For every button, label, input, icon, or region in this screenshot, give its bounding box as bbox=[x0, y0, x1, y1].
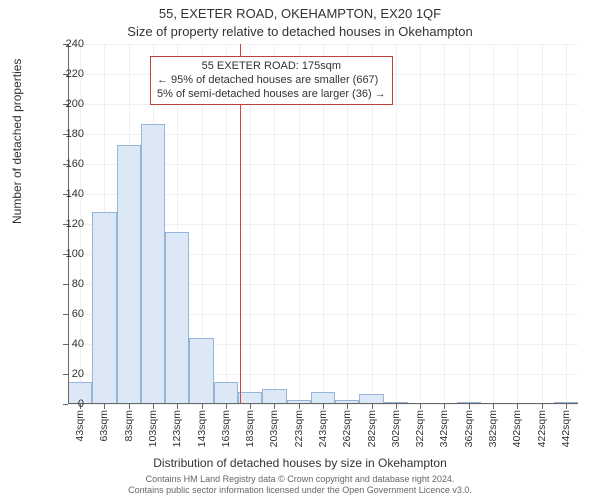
y-tick-label: 180 bbox=[44, 128, 84, 140]
footer-line-1: Contains HM Land Registry data © Crown c… bbox=[0, 474, 600, 485]
gridline-v bbox=[542, 44, 543, 404]
annotation-line-1: 55 EXETER ROAD: 175sqm bbox=[157, 60, 386, 74]
x-tick-label: 63sqm bbox=[98, 410, 110, 442]
y-tick-label: 160 bbox=[44, 158, 84, 170]
x-tick-label: 382sqm bbox=[487, 410, 499, 447]
x-tick-label: 442sqm bbox=[560, 410, 572, 447]
x-tick-mark bbox=[493, 404, 494, 409]
x-tick-mark bbox=[444, 404, 445, 409]
y-tick-label: 20 bbox=[44, 368, 84, 380]
x-tick-mark bbox=[129, 404, 130, 409]
histogram-bar bbox=[165, 232, 189, 405]
histogram-bar bbox=[214, 382, 238, 405]
histogram-bar bbox=[117, 145, 141, 405]
x-tick-label: 322sqm bbox=[414, 410, 426, 447]
x-tick-label: 83sqm bbox=[123, 410, 135, 442]
x-tick-mark bbox=[177, 404, 178, 409]
histogram-bar bbox=[92, 212, 116, 404]
histogram-bar bbox=[189, 338, 213, 404]
x-tick-mark bbox=[396, 404, 397, 409]
x-tick-label: 123sqm bbox=[171, 410, 183, 447]
x-tick-label: 163sqm bbox=[220, 410, 232, 447]
x-tick-label: 262sqm bbox=[341, 410, 353, 447]
x-tick-mark bbox=[469, 404, 470, 409]
x-tick-label: 223sqm bbox=[293, 410, 305, 447]
x-tick-mark bbox=[542, 404, 543, 409]
y-tick-label: 60 bbox=[44, 308, 84, 320]
x-tick-label: 302sqm bbox=[390, 410, 402, 447]
y-tick-label: 140 bbox=[44, 188, 84, 200]
y-tick-label: 40 bbox=[44, 338, 84, 350]
x-tick-mark bbox=[104, 404, 105, 409]
histogram-bar bbox=[262, 389, 286, 404]
x-tick-mark bbox=[372, 404, 373, 409]
x-tick-label: 183sqm bbox=[244, 410, 256, 447]
y-tick-label: 200 bbox=[44, 98, 84, 110]
x-tick-label: 203sqm bbox=[268, 410, 280, 447]
plot-area: 43sqm63sqm83sqm103sqm123sqm143sqm163sqm1… bbox=[68, 44, 578, 404]
y-tick-label: 120 bbox=[44, 218, 84, 230]
x-tick-label: 402sqm bbox=[511, 410, 523, 447]
gridline-v bbox=[469, 44, 470, 404]
gridline-v bbox=[493, 44, 494, 404]
x-tick-label: 103sqm bbox=[147, 410, 159, 447]
annotation-line-3: 5% of semi-detached houses are larger (3… bbox=[157, 88, 386, 102]
x-tick-label: 342sqm bbox=[438, 410, 450, 447]
gridline-v bbox=[566, 44, 567, 404]
x-tick-mark bbox=[299, 404, 300, 409]
y-tick-label: 0 bbox=[44, 398, 84, 410]
x-tick-label: 243sqm bbox=[317, 410, 329, 447]
x-tick-mark bbox=[323, 404, 324, 409]
gridline-v bbox=[396, 44, 397, 404]
x-axis-title: Distribution of detached houses by size … bbox=[0, 456, 600, 470]
chart-container: 55, EXETER ROAD, OKEHAMPTON, EX20 1QF Si… bbox=[0, 0, 600, 500]
x-tick-label: 282sqm bbox=[366, 410, 378, 447]
gridline-v bbox=[517, 44, 518, 404]
footer-line-2: Contains public sector information licen… bbox=[0, 485, 600, 496]
gridline-v bbox=[420, 44, 421, 404]
x-tick-mark bbox=[347, 404, 348, 409]
annotation-box: 55 EXETER ROAD: 175sqm ← 95% of detached… bbox=[150, 56, 393, 105]
x-tick-mark bbox=[420, 404, 421, 409]
chart-title-sub: Size of property relative to detached ho… bbox=[0, 24, 600, 39]
x-tick-mark bbox=[517, 404, 518, 409]
x-tick-mark bbox=[250, 404, 251, 409]
x-tick-label: 422sqm bbox=[536, 410, 548, 447]
footer-attribution: Contains HM Land Registry data © Crown c… bbox=[0, 474, 600, 496]
x-tick-mark bbox=[566, 404, 567, 409]
x-tick-mark bbox=[153, 404, 154, 409]
x-tick-label: 43sqm bbox=[74, 410, 86, 442]
annotation-line-2: ← 95% of detached houses are smaller (66… bbox=[157, 74, 386, 88]
y-axis-title: Number of detached properties bbox=[10, 59, 24, 224]
x-tick-label: 362sqm bbox=[463, 410, 475, 447]
y-tick-label: 240 bbox=[44, 38, 84, 50]
y-tick-label: 220 bbox=[44, 68, 84, 80]
x-axis-line bbox=[68, 403, 578, 404]
x-tick-mark bbox=[202, 404, 203, 409]
y-tick-label: 80 bbox=[44, 278, 84, 290]
chart-title-main: 55, EXETER ROAD, OKEHAMPTON, EX20 1QF bbox=[0, 6, 600, 21]
histogram-bar bbox=[141, 124, 165, 405]
y-tick-label: 100 bbox=[44, 248, 84, 260]
x-tick-label: 143sqm bbox=[196, 410, 208, 447]
x-tick-mark bbox=[274, 404, 275, 409]
gridline-v bbox=[444, 44, 445, 404]
x-tick-mark bbox=[226, 404, 227, 409]
